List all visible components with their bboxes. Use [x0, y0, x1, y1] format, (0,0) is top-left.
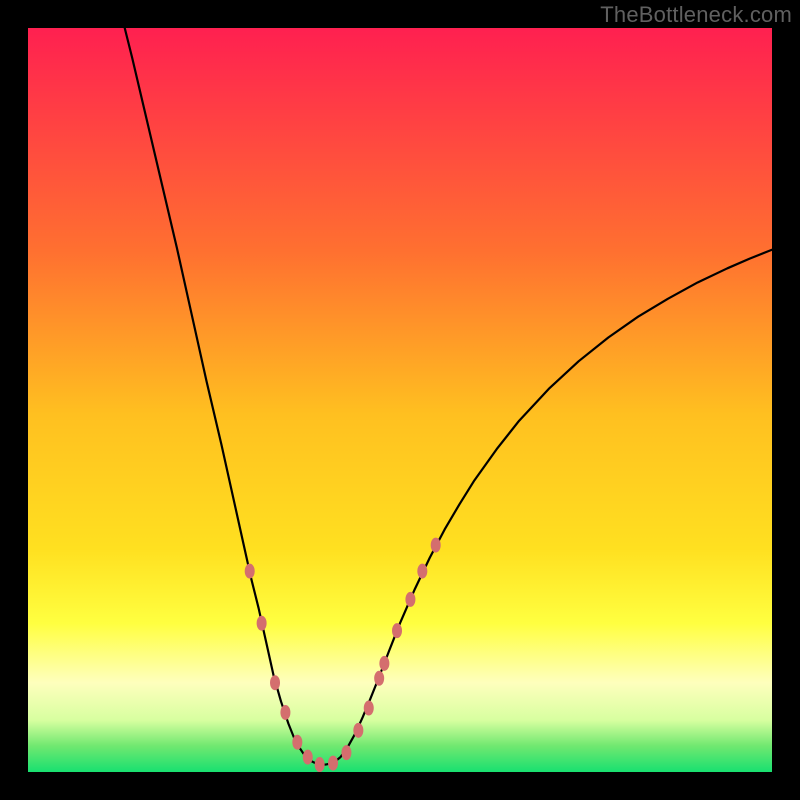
plot-svg	[28, 28, 772, 772]
marker-dot	[328, 756, 338, 771]
marker-dot	[379, 656, 389, 671]
chart-container: TheBottleneck.com	[0, 0, 800, 800]
plot-area	[28, 28, 772, 772]
marker-dot	[374, 671, 384, 686]
marker-dot	[392, 623, 402, 638]
gradient-background	[28, 28, 772, 772]
marker-dot	[315, 757, 325, 772]
marker-dot	[245, 564, 255, 579]
marker-dot	[303, 750, 313, 765]
marker-dot	[257, 616, 267, 631]
marker-dot	[353, 723, 363, 738]
marker-dot	[270, 675, 280, 690]
marker-dot	[417, 564, 427, 579]
marker-dot	[431, 538, 441, 553]
marker-dot	[364, 701, 374, 716]
marker-dot	[292, 735, 302, 750]
marker-dot	[405, 592, 415, 607]
marker-dot	[341, 745, 351, 760]
watermark-text: TheBottleneck.com	[600, 2, 792, 28]
marker-dot	[280, 705, 290, 720]
